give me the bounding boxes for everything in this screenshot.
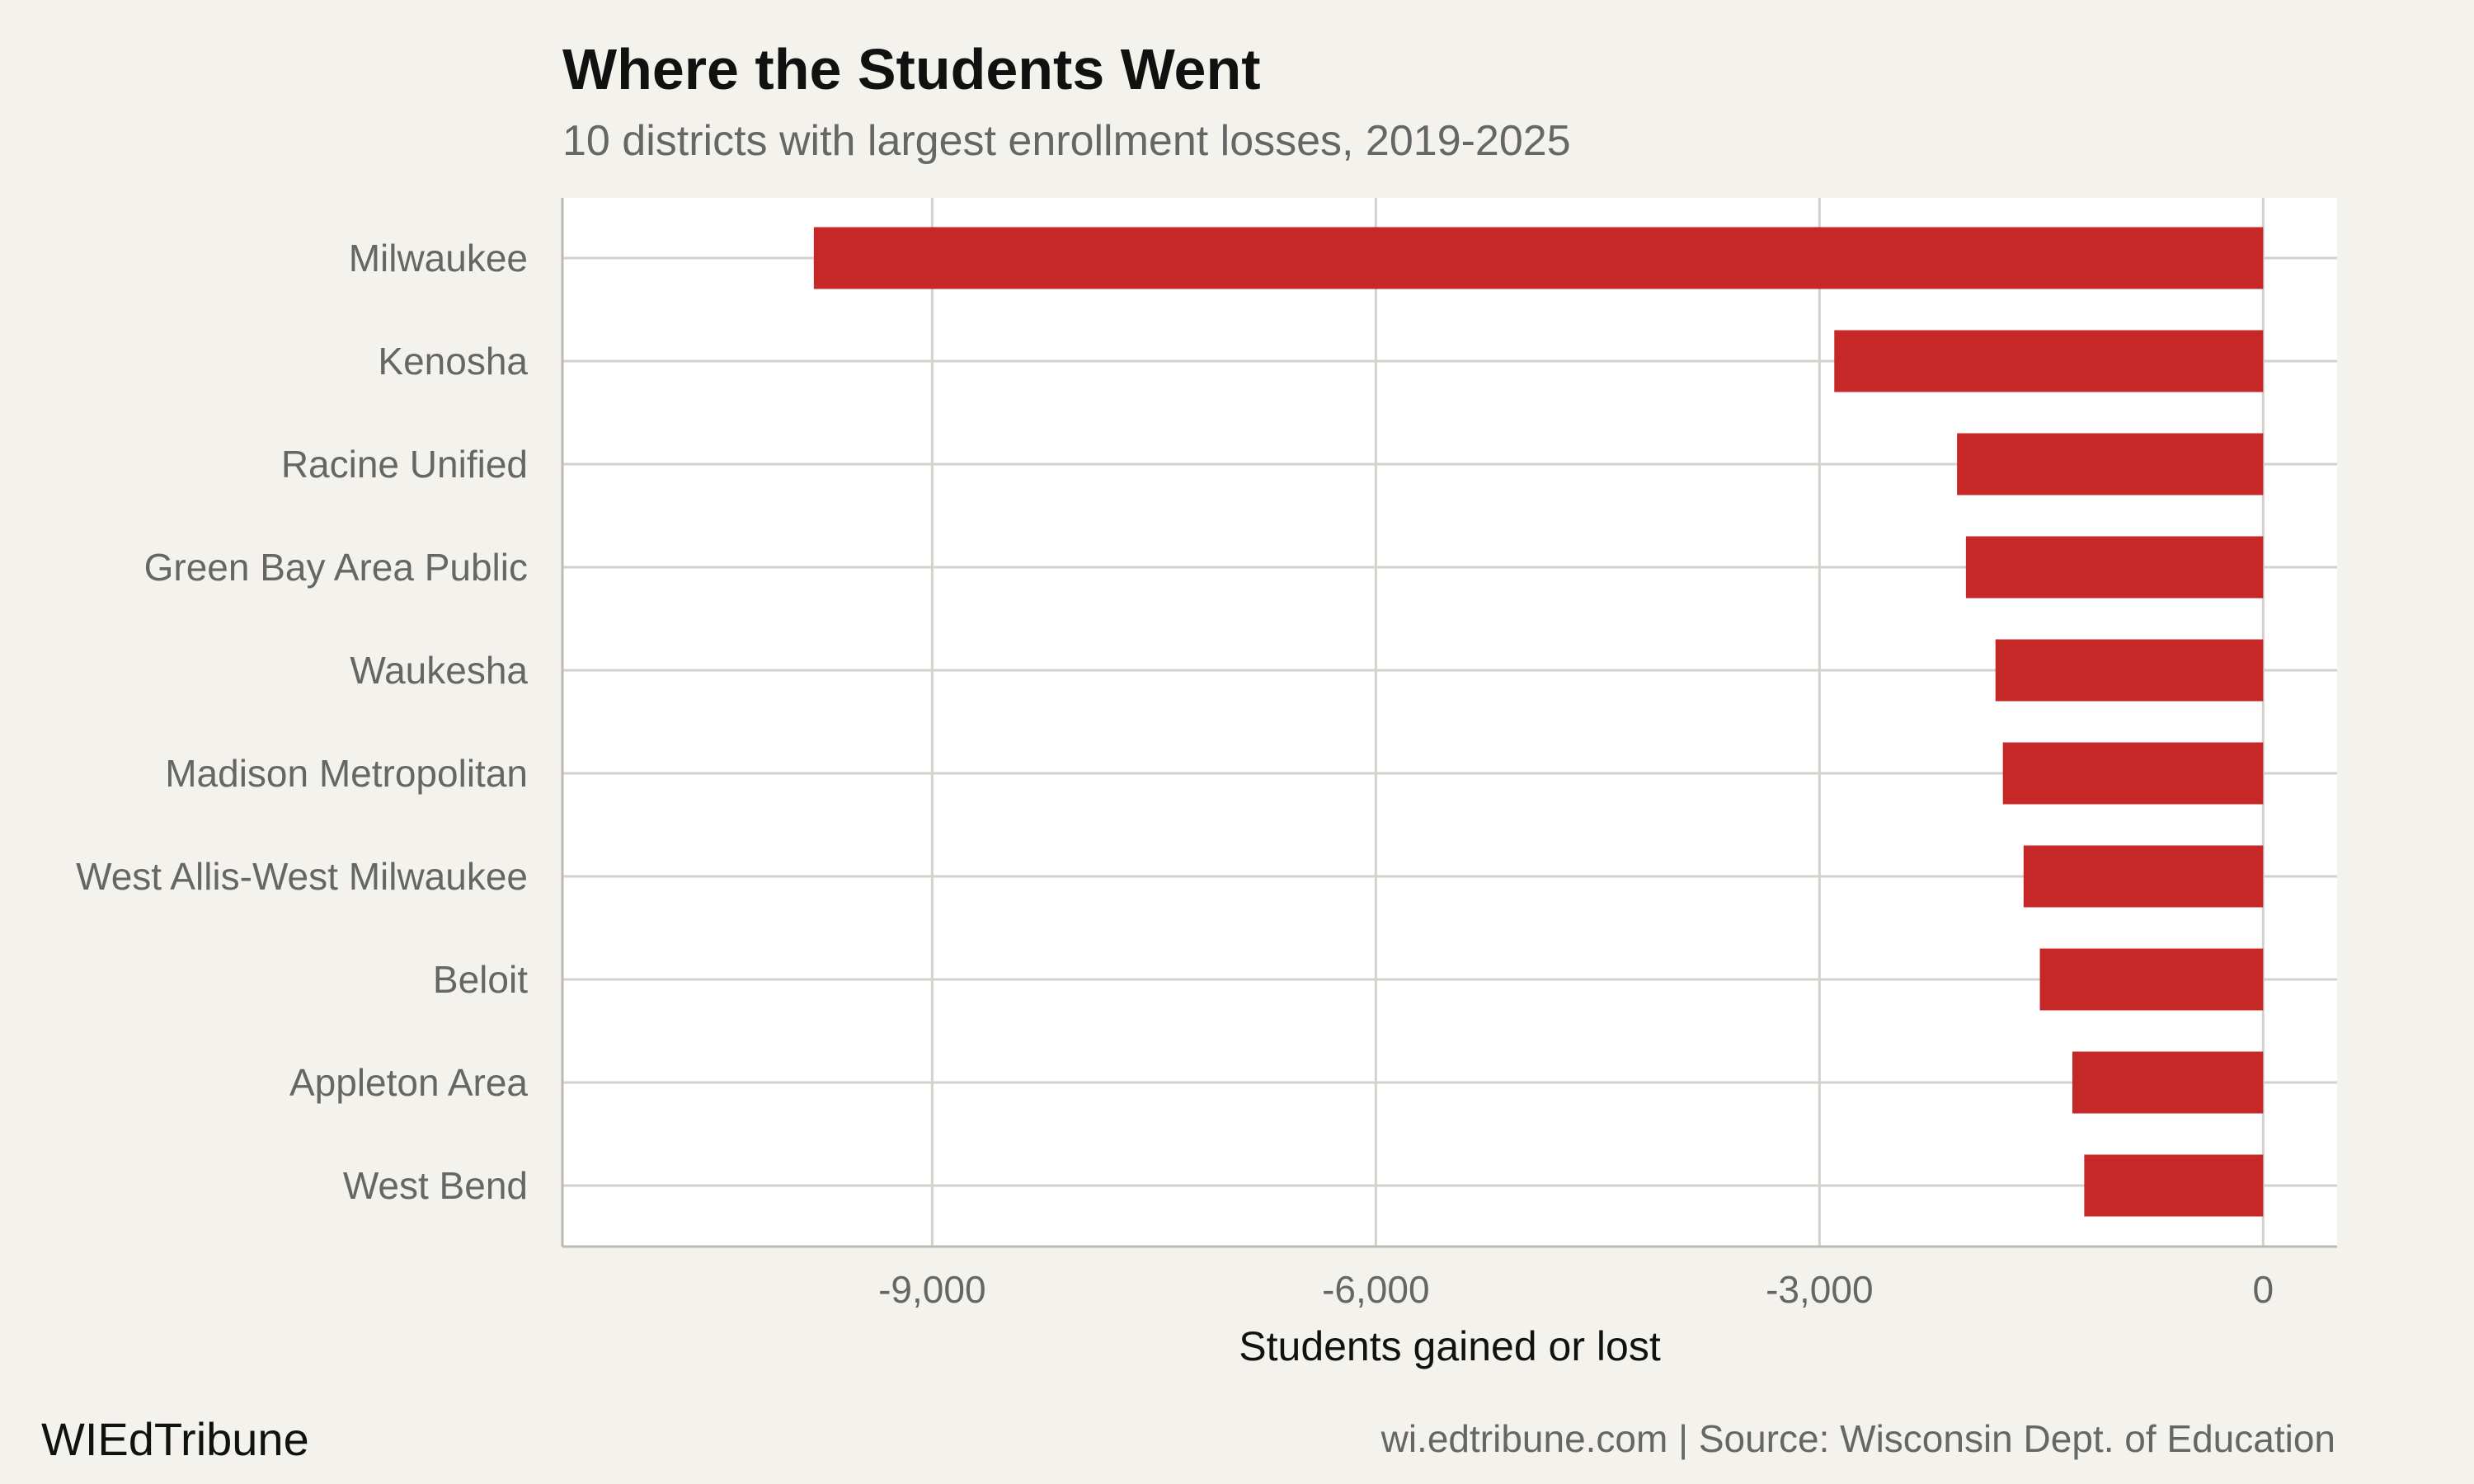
chart-subtitle: 10 districts with largest enrollment los… bbox=[562, 117, 1571, 165]
bar bbox=[2023, 845, 2264, 908]
category-label: Green Bay Area Public bbox=[144, 546, 528, 589]
bar bbox=[1965, 536, 2264, 599]
category-label: Appleton Area bbox=[289, 1061, 528, 1104]
source-note: wi.edtribune.com | Source: Wisconsin Dep… bbox=[1380, 1417, 2335, 1460]
bar bbox=[2084, 1154, 2264, 1217]
category-label: Milwaukee bbox=[349, 237, 528, 279]
bar bbox=[2072, 1051, 2264, 1114]
x-tick-label: -9,000 bbox=[878, 1268, 985, 1311]
bar bbox=[2002, 742, 2264, 805]
category-label: Kenosha bbox=[378, 340, 528, 383]
category-label: Beloit bbox=[433, 958, 528, 1001]
brand-name: WIEdTribune bbox=[41, 1413, 309, 1465]
x-axis-title: Students gained or lost bbox=[1239, 1323, 1661, 1369]
bar bbox=[1957, 433, 2264, 495]
category-label: Racine Unified bbox=[281, 443, 528, 486]
category-label: West Bend bbox=[343, 1164, 528, 1207]
category-labels: Milwaukee Kenosha Racine Unified Green Bay … bbox=[76, 237, 528, 1207]
chart-title: Where the Students Went bbox=[562, 37, 1261, 101]
x-tick-label: -6,000 bbox=[1322, 1268, 1429, 1311]
x-tick-label: -3,000 bbox=[1766, 1268, 1873, 1311]
category-label: Waukesha bbox=[350, 649, 528, 692]
bars bbox=[813, 227, 2264, 1217]
bar bbox=[2039, 948, 2264, 1011]
category-label: Madison Metropolitan bbox=[165, 752, 528, 795]
x-tick-label: 0 bbox=[2253, 1268, 2274, 1311]
x-tick-labels: -9,000 -6,000 -3,000 0 bbox=[878, 1268, 2274, 1311]
category-label: West Allis-West Milwaukee bbox=[76, 855, 528, 898]
bar bbox=[813, 227, 2264, 289]
bar bbox=[1834, 330, 2264, 392]
bar bbox=[1995, 639, 2264, 702]
